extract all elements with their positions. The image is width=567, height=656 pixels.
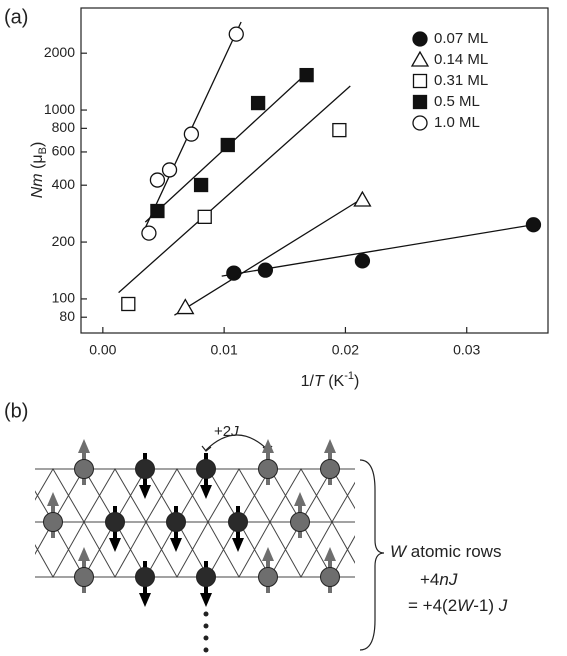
energy-text: = +4(2W-1) J: [408, 596, 508, 615]
atom: [74, 459, 94, 479]
spin-head: [170, 538, 182, 552]
marker: [412, 94, 428, 110]
marker: [149, 172, 166, 188]
fit-line: [118, 85, 351, 294]
atom: [320, 459, 340, 479]
atom: [166, 512, 186, 532]
marker: [228, 26, 244, 42]
marker: [141, 225, 157, 241]
y-tick-label: 80: [59, 308, 75, 324]
spin-head: [200, 485, 212, 499]
lattice-bond: [35, 520, 355, 579]
marker: [257, 262, 274, 278]
ellipsis: [203, 611, 209, 653]
panel-label: (a): [4, 6, 28, 28]
marker: [410, 50, 430, 67]
y-tick-label: 400: [52, 176, 76, 192]
panel-label: (b): [4, 400, 28, 422]
spin-head: [78, 439, 90, 453]
rows-text: W atomic rows: [390, 542, 501, 561]
legend-label: 0.07 ML: [434, 30, 488, 47]
plot-frame: [80, 7, 549, 334]
spin-head: [262, 547, 274, 561]
spin-head: [200, 593, 212, 607]
legend-label: 1.0 ML: [434, 114, 480, 131]
marker: [176, 298, 195, 315]
y-tick-label: 600: [52, 143, 76, 159]
marker: [299, 67, 314, 83]
legend-label: 0.5 ML: [434, 93, 480, 110]
x-axis-label: 1/T (K-1): [301, 370, 360, 390]
y-tick-label: 1000: [44, 101, 75, 117]
spin-head: [139, 593, 151, 607]
marker: [332, 122, 347, 138]
atom: [228, 512, 248, 532]
coupling-arc: [205, 434, 269, 451]
atom: [196, 459, 216, 479]
spin-head: [294, 492, 306, 506]
marker: [412, 115, 428, 131]
spin-head: [324, 439, 336, 453]
spin-head: [47, 492, 59, 506]
x-tick-label: 0.01: [211, 342, 238, 358]
marker: [412, 31, 428, 47]
marker: [220, 137, 235, 153]
fit-line: [144, 21, 242, 229]
y-tick-label: 200: [52, 233, 76, 249]
spin-head: [262, 439, 274, 453]
marker: [121, 296, 136, 312]
brace: [359, 459, 385, 651]
atom: [43, 512, 63, 532]
marker: [197, 209, 212, 224]
spin-head: [324, 547, 336, 561]
y-tick-label: 2000: [44, 44, 75, 60]
atom: [258, 567, 278, 587]
marker: [161, 162, 178, 178]
y-tick-label: 800: [52, 119, 76, 135]
legend-label: 0.14 ML: [434, 51, 488, 68]
marker: [525, 217, 542, 233]
marker: [193, 177, 209, 193]
fit-line: [174, 196, 366, 316]
coupling-text: +2J: [214, 423, 239, 440]
spin-head: [78, 547, 90, 561]
spin-head: [109, 538, 121, 552]
marker: [183, 126, 200, 142]
spin-head: [139, 485, 151, 499]
marker: [250, 95, 266, 111]
atom: [135, 459, 155, 479]
spin-head: [232, 538, 244, 552]
fit-line: [221, 223, 538, 277]
legend-label: 0.31 ML: [434, 72, 488, 89]
y-axis-label: Nm (μB): [29, 142, 49, 199]
atom: [320, 567, 340, 587]
x-tick-label: 0.00: [89, 342, 116, 358]
marker: [354, 253, 371, 269]
marker: [353, 190, 372, 207]
energy-text: +4nJ: [420, 570, 458, 589]
legend: 0.07 ML 0.14 ML 0.31 ML 0.5 ML 1.0 ML: [410, 30, 488, 131]
y-tick-label: 100: [52, 290, 76, 306]
atom: [258, 459, 278, 479]
x-tick-label: 0.03: [453, 342, 480, 358]
atom: [135, 567, 155, 587]
x-tick-label: 0.02: [332, 342, 359, 358]
lattice: [35, 439, 355, 607]
arc-heads: [201, 445, 273, 452]
atom: [105, 512, 125, 532]
atom: [74, 567, 94, 587]
plot: 0.00 0.01 0.02 0.03 80 100 200 400 600 800 1000 200…: [44, 21, 542, 358]
marker: [412, 73, 428, 89]
atom: [290, 512, 310, 532]
atom: [196, 567, 216, 587]
